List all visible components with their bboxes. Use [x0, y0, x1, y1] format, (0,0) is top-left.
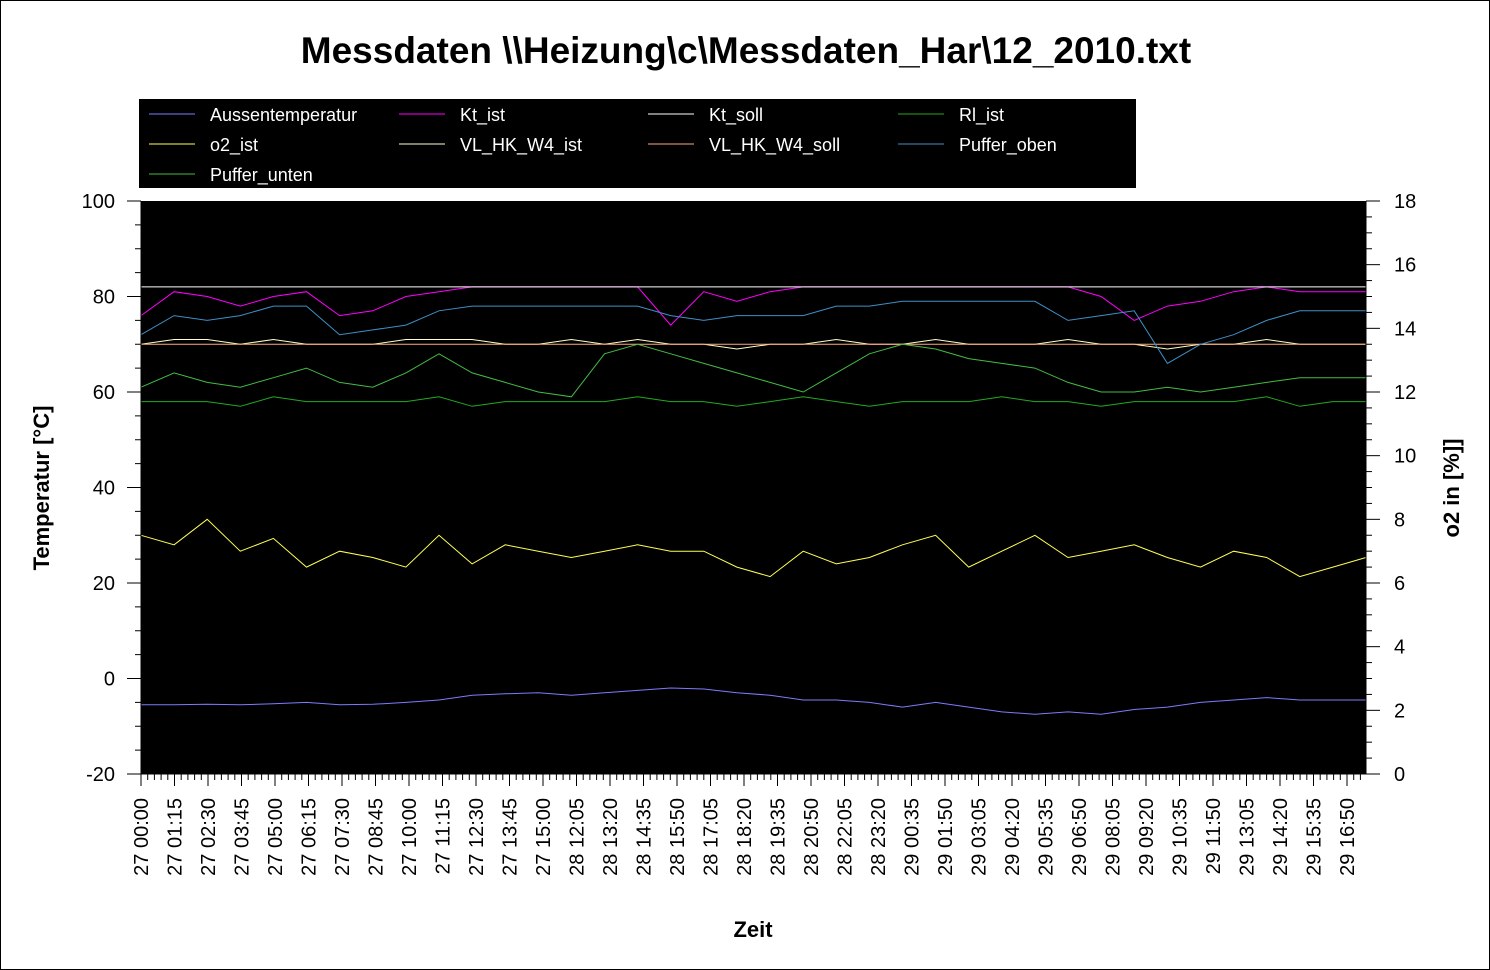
legend-label: VL_HK_W4_ist [460, 135, 582, 156]
x-tick-label: 29 15:35 [1304, 798, 1326, 876]
y2-tick-label: 6 [1394, 573, 1405, 595]
y-tick-label: 100 [82, 191, 115, 213]
x-tick-label: 28 13:20 [600, 798, 622, 876]
legend-label: VL_HK_W4_soll [709, 135, 840, 156]
y2-tick-label: 18 [1394, 191, 1416, 213]
x-tick-label: 27 10:00 [399, 798, 421, 876]
y2-tick-label: 14 [1394, 318, 1416, 340]
series-line [140, 518, 1367, 578]
x-tick-label: 27 01:15 [165, 798, 187, 876]
x-tick-label: 29 08:05 [1103, 798, 1125, 876]
x-tick-label: 27 13:45 [500, 798, 522, 876]
series-line [141, 687, 1366, 715]
x-tick-label: 29 10:35 [1170, 798, 1192, 876]
y-tick-label: 0 [104, 669, 115, 691]
legend-label: Puffer_oben [959, 135, 1057, 156]
x-tick-label: 29 14:20 [1270, 798, 1292, 876]
y-tick-label: -20 [86, 764, 115, 786]
x-tick-label: 28 12:05 [567, 798, 589, 876]
x-tick-label: 27 00:00 [131, 798, 153, 876]
x-tick-label: 27 02:30 [198, 798, 220, 876]
x-tick-label: 27 12:30 [466, 798, 488, 876]
x-tick-label: 28 18:20 [734, 798, 756, 876]
series-group [140, 286, 1367, 715]
x-tick-label: 27 06:15 [299, 798, 321, 876]
x-tick-label: 27 11:15 [433, 798, 455, 874]
x-tick-label: 29 03:05 [969, 798, 991, 876]
y2-tick-label: 2 [1394, 700, 1405, 722]
x-tick-label: 29 16:50 [1337, 798, 1359, 876]
x-tick-label: 29 04:20 [1002, 798, 1024, 876]
x-tick-label: 28 23:20 [868, 798, 890, 876]
legend-label: Kt_soll [709, 105, 763, 126]
y2-axis-title: o2 in [%]] [1439, 439, 1464, 538]
y2-tick-label: 12 [1394, 382, 1416, 404]
legend-label: Rl_ist [959, 105, 1004, 126]
x-tick-label: 27 15:00 [533, 798, 555, 876]
legend-label: o2_ist [210, 135, 258, 156]
legend: Aussentemperatur Kt_ist Kt_soll Rl_ist o2_is… [149, 105, 1057, 186]
series-line [141, 396, 1366, 407]
x-tick-label: 27 03:45 [232, 798, 254, 876]
x-tick-label: 28 14:35 [634, 798, 656, 876]
x-tick-label: 29 09:20 [1136, 798, 1158, 876]
x-tick-label: 27 05:00 [265, 798, 287, 876]
y2-tick-label: 4 [1394, 637, 1405, 659]
y-tick-label: 80 [93, 287, 115, 309]
legend-label: Puffer_unten [210, 165, 313, 186]
y2-tick-label: 16 [1394, 255, 1416, 277]
y-tick-label: 60 [93, 382, 115, 404]
x-tick-label: 29 13:05 [1237, 798, 1259, 876]
x-tick-label: 27 08:45 [366, 798, 388, 876]
chart-title: Messdaten \\Heizung\c\Messdaten_Har\12_2… [301, 30, 1191, 71]
x-tick-label: 29 00:35 [902, 798, 924, 876]
legend-label: Aussentemperatur [210, 105, 357, 125]
x-tick-label: 28 17:05 [701, 798, 723, 876]
x-tick-label: 29 05:35 [1036, 798, 1058, 876]
y-tick-label: 40 [93, 478, 115, 500]
y2-tick-label: 8 [1394, 509, 1405, 531]
x-tick-label: 29 11:50 [1203, 798, 1225, 874]
y-tick-label: 20 [93, 573, 115, 595]
x-tick-label: 28 19:35 [768, 798, 790, 876]
x-tick-label: 29 06:50 [1069, 798, 1091, 876]
legend-box [139, 99, 1136, 188]
x-tick-label: 28 22:05 [835, 798, 857, 876]
y2-tick-label: 10 [1394, 446, 1416, 468]
axes: -20 0 20 40 60 80 100 0 2 4 6 8 10 12 14 16 18 27 00:00 27… [82, 191, 1417, 876]
y-axis-title: Temperatur [°C] [29, 406, 54, 571]
series-line [140, 286, 1366, 326]
x-axis-title: Zeit [733, 917, 773, 942]
x-tick-label: 27 07:30 [332, 798, 354, 876]
series-line [140, 343, 1366, 398]
x-tick-label: 29 01:50 [935, 798, 957, 876]
legend-label: Kt_ist [460, 105, 505, 126]
x-tick-label: 28 15:50 [667, 798, 689, 876]
x-tick-label: 28 20:50 [801, 798, 823, 876]
series-line [140, 300, 1366, 365]
y2-tick-label: 0 [1394, 764, 1405, 786]
